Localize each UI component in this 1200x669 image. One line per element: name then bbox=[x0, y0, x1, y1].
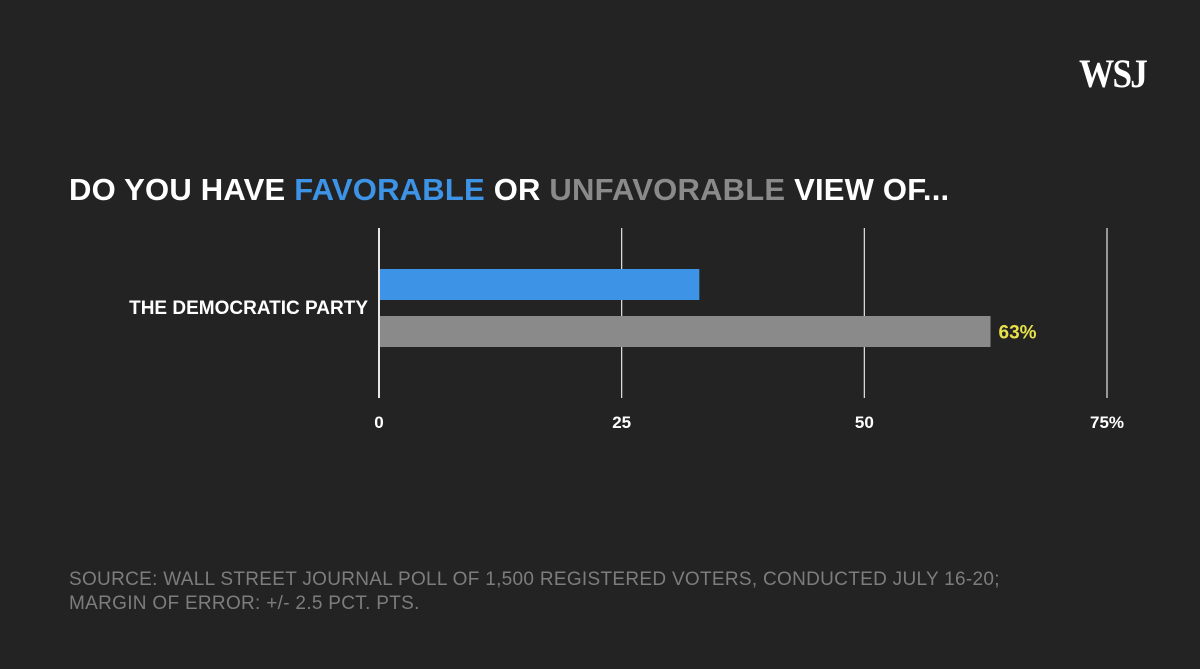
source-line-2: MARGIN OF ERROR: +/- 2.5 PCT. PTS. bbox=[69, 593, 420, 614]
tick-label-2: 50 bbox=[855, 413, 874, 432]
title-favorable: FAVORABLE bbox=[294, 172, 485, 207]
tick-label-3: 75% bbox=[1090, 413, 1124, 432]
title-part-3: VIEW OF... bbox=[785, 172, 950, 207]
category-label: THE DEMOCRATIC PARTY bbox=[129, 298, 368, 319]
title-part-2: OR bbox=[484, 172, 550, 207]
wsj-logo: WSJ bbox=[1079, 51, 1148, 96]
source-line-1: SOURCE: WALL STREET JOURNAL POLL OF 1,50… bbox=[69, 569, 1000, 590]
title-unfavorable: UNFAVORABLE bbox=[549, 172, 786, 207]
title-part-1: DO YOU HAVE bbox=[69, 172, 295, 207]
tick-label-1: 25 bbox=[612, 413, 631, 432]
source-note: SOURCE: WALL STREET JOURNAL POLL OF 1,50… bbox=[69, 568, 1000, 616]
chart-title: DO YOU HAVE FAVORABLE OR UNFAVORABLE VIE… bbox=[69, 172, 949, 208]
tick-label-0: 0 bbox=[374, 413, 383, 432]
data-label-unfavorable: 63% bbox=[999, 323, 1037, 344]
bar-favorable bbox=[380, 269, 700, 300]
bar-unfavorable bbox=[380, 316, 991, 347]
